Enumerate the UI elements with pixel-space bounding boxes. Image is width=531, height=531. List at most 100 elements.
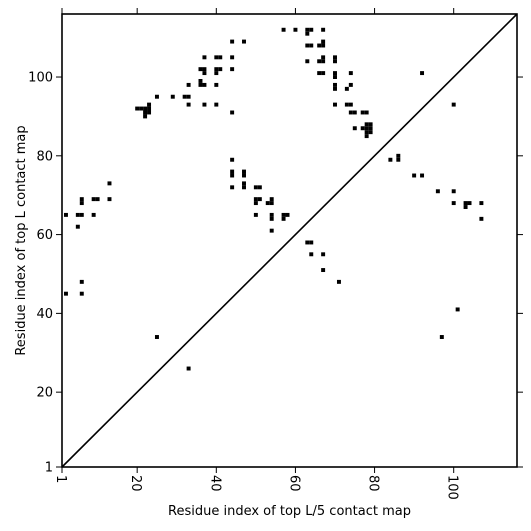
contact-point-69 xyxy=(269,228,274,233)
contact-point-51 xyxy=(230,173,235,178)
contact-point-68 xyxy=(269,216,274,221)
contact-point-26 xyxy=(186,94,191,99)
contact-point-130 xyxy=(451,189,456,194)
contact-point-19 xyxy=(147,110,152,115)
contact-point-88 xyxy=(321,39,326,44)
contact-point-102 xyxy=(336,279,341,284)
contact-point-70 xyxy=(281,27,286,32)
plot-frame xyxy=(61,13,518,468)
contact-point-43 xyxy=(218,67,223,72)
contact-point-85 xyxy=(317,59,322,64)
diagonal-line xyxy=(61,13,518,468)
contact-point-80 xyxy=(309,27,314,32)
contact-point-124 xyxy=(412,173,417,178)
contact-point-77 xyxy=(305,43,310,48)
contact-point-13 xyxy=(107,181,112,186)
contact-point-133 xyxy=(463,201,468,206)
contact-point-23 xyxy=(154,335,159,339)
contact-point-55 xyxy=(242,173,246,178)
contact-point-8 xyxy=(79,291,84,296)
contact-point-107 xyxy=(348,102,353,107)
contact-point-39 xyxy=(214,82,219,87)
contact-point-30 xyxy=(198,79,203,83)
contact-point-41 xyxy=(214,67,219,72)
contact-point-33 xyxy=(202,82,207,87)
contact-point-1 xyxy=(63,212,68,217)
contact-point-46 xyxy=(230,55,235,60)
contact-point-15 xyxy=(139,106,144,111)
contact-point-48 xyxy=(230,110,235,115)
contact-point-126 xyxy=(420,173,425,178)
contact-point-121 xyxy=(388,157,393,162)
contact-point-31 xyxy=(198,82,203,87)
contact-point-115 xyxy=(364,126,369,131)
contact-point-38 xyxy=(214,102,219,107)
contact-point-71 xyxy=(281,212,286,217)
contact-point-100 xyxy=(333,86,337,91)
contact-point-5 xyxy=(79,201,84,206)
contact-point-98 xyxy=(333,75,337,79)
contact-point-110 xyxy=(352,126,357,131)
contact-point-67 xyxy=(269,212,274,217)
contact-point-72 xyxy=(281,216,286,221)
contact-point-137 xyxy=(479,216,484,221)
contact-point-74 xyxy=(293,27,298,32)
contact-point-96 xyxy=(333,59,337,64)
contact-point-7 xyxy=(79,279,84,284)
contact-point-59 xyxy=(253,197,258,202)
y-tick-label-40: 40 xyxy=(36,307,53,322)
contact-point-37 xyxy=(202,102,207,107)
contact-point-82 xyxy=(309,240,314,245)
x-tick-label-80: 80 xyxy=(366,475,381,492)
contact-point-134 xyxy=(463,205,468,209)
contact-point-35 xyxy=(202,71,207,76)
contact-point-2 xyxy=(75,224,80,229)
contact-point-111 xyxy=(360,110,365,115)
contact-point-99 xyxy=(333,82,337,87)
contact-point-86 xyxy=(317,71,322,76)
contact-point-104 xyxy=(344,102,349,107)
y-tick-label-1: 1 xyxy=(45,461,53,476)
contact-point-42 xyxy=(214,55,219,60)
contact-point-9 xyxy=(91,212,96,217)
y-tick-label-20: 20 xyxy=(36,386,53,401)
y-tick-label-100: 100 xyxy=(28,71,53,86)
contact-point-27 xyxy=(186,82,191,87)
contact-point-22 xyxy=(154,94,159,99)
contact-point-84 xyxy=(317,43,322,48)
contact-point-12 xyxy=(107,197,112,202)
x-tick-label-60: 60 xyxy=(286,475,301,492)
contact-point-11 xyxy=(95,197,100,202)
contact-point-118 xyxy=(368,122,373,127)
contact-point-50 xyxy=(230,169,235,174)
contact-point-136 xyxy=(479,201,484,206)
contact-point-66 xyxy=(269,201,274,206)
contact-point-129 xyxy=(451,102,456,107)
contact-point-76 xyxy=(305,31,310,36)
contact-point-135 xyxy=(467,201,472,206)
contact-point-47 xyxy=(230,67,235,72)
contact-point-29 xyxy=(186,366,191,371)
contact-point-16 xyxy=(143,106,148,111)
contact-point-114 xyxy=(364,122,369,127)
y-tick-label-60: 60 xyxy=(36,228,53,243)
contact-point-120 xyxy=(368,130,373,135)
contact-point-57 xyxy=(242,185,246,190)
contact-point-108 xyxy=(348,110,353,115)
contact-point-90 xyxy=(321,55,326,60)
contact-point-36 xyxy=(202,55,207,60)
contact-point-127 xyxy=(435,189,440,194)
contact-point-81 xyxy=(309,43,314,48)
contact-point-44 xyxy=(218,55,223,60)
contact-point-79 xyxy=(305,240,310,245)
contact-point-64 xyxy=(265,201,270,206)
contact-point-45 xyxy=(230,39,235,44)
y-axis-ticks: 1 20 40 60 80 100 xyxy=(28,71,523,476)
contact-point-58 xyxy=(253,185,258,190)
contact-point-49 xyxy=(230,157,235,162)
contact-point-93 xyxy=(321,252,326,257)
contact-point-73 xyxy=(285,212,290,217)
contact-point-62 xyxy=(257,185,262,190)
contact-point-6 xyxy=(79,197,84,202)
contact-point-103 xyxy=(344,86,349,91)
